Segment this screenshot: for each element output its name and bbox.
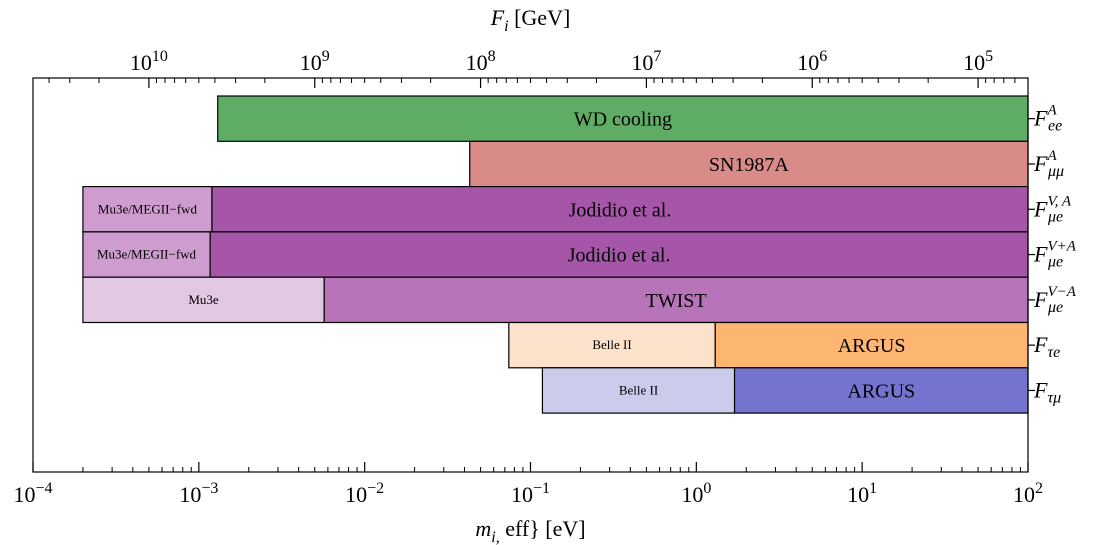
bar-label-4-2: Jodidio et al. [568,245,671,267]
bar-label-6-2: ARGUS [838,335,906,357]
bars-layer: WD cooling SN1987A Mu3e/MEGII−fwd Jodidio e… [82,95,1029,414]
top-tick-label-2: 109 [300,48,330,75]
x-tick-label-7: 102 [1013,480,1043,507]
x-tick-label-6: 101 [847,480,877,507]
bar-3-1 [82,186,213,233]
row-label-2: FA μμ [1033,148,1064,180]
x-tick-label-3: 10−2 [345,480,384,507]
bar-5-1 [82,276,325,324]
top-axis: 1010 109 108 107 106 105 [32,48,1029,88]
x-tick-label-2: 10−3 [179,480,218,507]
top-tick-label-3: 108 [466,48,496,75]
top-axis-title: Fi [GeV] [490,5,571,35]
x-tick-label-5: 100 [681,480,711,507]
bar-5-2 [323,276,1029,324]
bar-6-2 [714,321,1029,369]
bar-label-5-1: Mu3e [188,292,219,307]
bar-label-4-1: Mu3e/MEGII−fwd [97,247,197,262]
row-label-7: Fτμ [1033,377,1061,406]
bar-3-2 [211,186,1029,233]
x-tick-label-1: 10−4 [13,480,52,507]
row-label-1: FA ee [1033,103,1062,135]
bar-label-2-1: SN1987A [709,154,790,176]
bar-1-1 [217,95,1029,142]
top-tick-label-4: 107 [631,48,661,75]
bottom-axis: 10−4 10−3 10−2 10−1 100 101 102 [13,462,1043,507]
top-tick-label-1: 1010 [130,48,168,75]
bar-label-3-2: Jodidio et al. [569,199,672,221]
row-label-4: FV+A μe [1033,239,1077,271]
row-label-5: FV−A μe [1033,284,1077,316]
bar-label-6-1: Belle II [592,337,631,352]
bar-7-2 [733,367,1029,414]
bar-4-2 [209,231,1029,278]
x-axis-title: mi, eff} [eV] [475,516,585,545]
top-tick-label-5: 106 [797,48,827,75]
bar-label-1-1: WD cooling [574,109,672,131]
bar-2-1 [469,140,1029,188]
top-tick-label-6: 105 [963,48,993,75]
row-label-6: Fτe [1033,332,1060,361]
bar-label-3-1: Mu3e/MEGII−fwd [98,201,198,216]
bar-label-7-2: ARGUS [847,380,915,402]
bar-label-7-1: Belle II [619,382,658,397]
x-tick-label-4: 10−1 [511,480,550,507]
bar-label-5-2: TWIST [646,290,707,312]
